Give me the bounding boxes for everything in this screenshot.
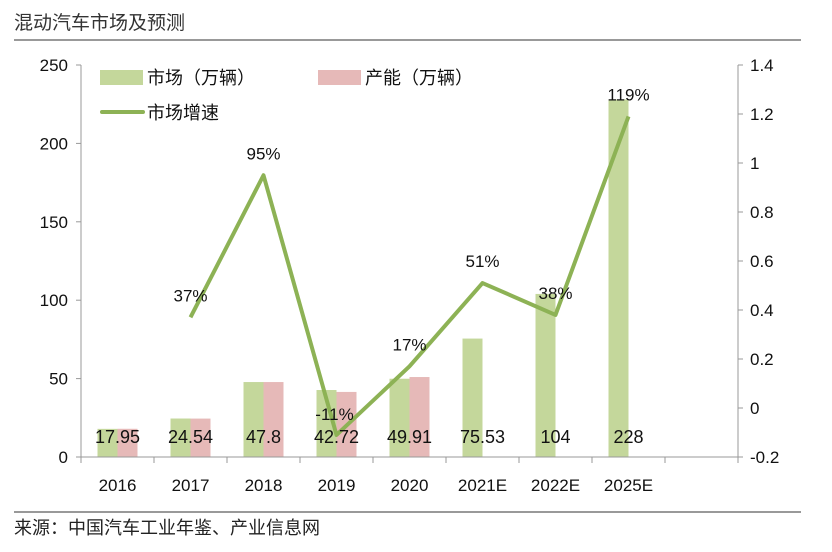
market-data-label: 42.72	[314, 427, 359, 447]
legend-label-market: 市场（万辆）	[147, 68, 255, 88]
bar-capacity	[409, 377, 430, 457]
bar-market	[462, 338, 483, 457]
y-left-tick-label: 200	[40, 134, 68, 153]
y-left-tick-label: 100	[40, 291, 68, 310]
bar-market	[97, 428, 118, 457]
y-right-tick-label: 0.4	[750, 301, 774, 320]
market-data-label: 75.53	[460, 427, 505, 447]
bar-market	[535, 293, 556, 457]
y-right-tick-label: 0.6	[750, 252, 774, 271]
legend-label-growth: 市场增速	[147, 103, 219, 123]
y-left-tick-label: 0	[59, 448, 68, 467]
y-left-tick-label: 50	[49, 370, 68, 389]
market-data-label: 24.54	[168, 427, 213, 447]
y-right-tick-label: -0.2	[750, 448, 779, 467]
y-right-tick-label: 1.4	[750, 56, 774, 75]
x-tick-label: 2022E	[531, 476, 580, 495]
growth-data-label: 17%	[392, 335, 426, 354]
growth-data-label: 95%	[246, 144, 280, 163]
market-data-label: 49.91	[387, 427, 432, 447]
y-right-tick-label: 0.8	[750, 203, 774, 222]
market-data-label: 17.95	[95, 427, 140, 447]
x-tick-label: 2017	[172, 476, 210, 495]
bar-market	[608, 99, 629, 457]
market-data-label: 228	[613, 427, 643, 447]
bar-capacity	[190, 418, 211, 457]
growth-data-label: 119%	[607, 85, 649, 104]
growth-data-label: -11%	[315, 405, 353, 424]
growth-line	[188, 115, 631, 437]
x-tick-label: 2018	[245, 476, 283, 495]
source-divider	[14, 511, 801, 513]
x-tick-label: 2019	[318, 476, 356, 495]
y-left-tick-label: 250	[40, 56, 68, 75]
y-right-tick-label: 0.2	[750, 350, 774, 369]
legend-swatch-capacity	[318, 70, 361, 85]
growth-data-label: 51%	[465, 252, 499, 271]
bar-market	[316, 390, 337, 457]
x-tick-label: 2020	[391, 476, 429, 495]
market-data-label: 104	[540, 427, 570, 447]
x-tick-label: 2021E	[458, 476, 507, 495]
page-title: 混动汽车市场及预测	[14, 12, 186, 34]
bar-capacity	[263, 382, 284, 457]
y-right-tick-label: 1	[750, 154, 759, 173]
bar-capacity	[117, 428, 138, 457]
legend: 市场（万辆） 产能（万辆） 市场增速	[100, 68, 473, 123]
bar-market	[170, 418, 191, 457]
market-data-label: 47.8	[246, 427, 281, 447]
y-right-tick-label: 1.2	[750, 105, 774, 124]
growth-data-label: 38%	[538, 284, 572, 303]
legend-label-capacity: 产能（万辆）	[365, 68, 473, 88]
bar-market	[243, 382, 264, 457]
growth-data-label: 37%	[173, 286, 207, 305]
legend-swatch-market	[100, 70, 143, 85]
x-tick-label: 2025E	[604, 476, 653, 495]
bar-market	[389, 378, 410, 457]
x-tick-label: 2016	[99, 476, 137, 495]
source-note: 来源：中国汽车工业年鉴、产业信息网	[14, 518, 320, 539]
y-left-tick-label: 150	[40, 213, 68, 232]
y-right-tick-label: 0	[750, 399, 759, 418]
title-divider	[14, 39, 801, 41]
